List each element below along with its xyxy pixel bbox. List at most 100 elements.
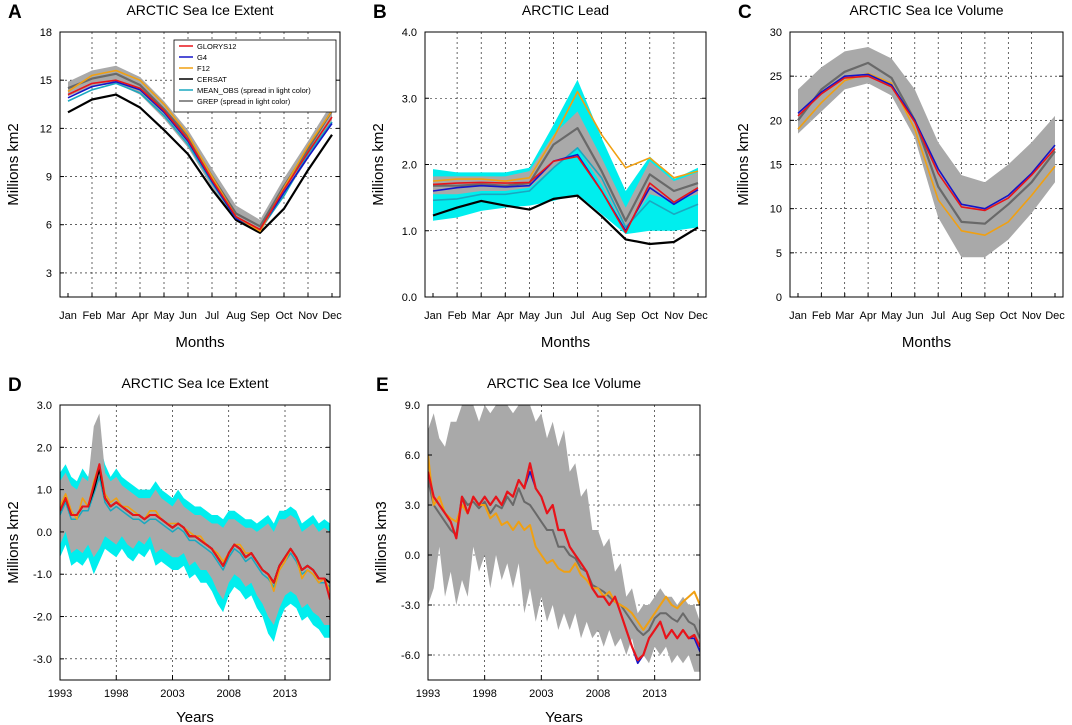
y-tick-label: 3.0 bbox=[402, 93, 417, 105]
x-tick-label: 1993 bbox=[48, 688, 72, 700]
x-tick-label: Feb bbox=[448, 310, 467, 322]
x-tick-label: Dec bbox=[688, 310, 708, 322]
y-tick-label: 0.0 bbox=[405, 550, 420, 562]
y-tick-label: -3.0 bbox=[33, 654, 52, 666]
y-tick-label: 3.0 bbox=[37, 400, 52, 412]
grid bbox=[60, 405, 330, 680]
panel-letter: E bbox=[376, 375, 389, 396]
y-tick-label: 1.0 bbox=[402, 226, 417, 238]
x-tick-label: 2008 bbox=[217, 688, 241, 700]
series-line-f12 bbox=[797, 72, 1056, 236]
y-tick-label: 0.0 bbox=[402, 292, 417, 304]
spread-band bbox=[433, 111, 698, 230]
x-tick-label: Jul bbox=[205, 310, 219, 322]
panel-c: 0 5 10 15 20 25 30 Jan Feb Mar Apr May Jun Jul Aug Sep O… bbox=[735, 2, 1065, 351]
legend-entry-label: G4 bbox=[197, 53, 207, 62]
series-line-glorys12 bbox=[60, 463, 330, 600]
x-tick-label: Oct bbox=[275, 310, 292, 322]
panel-letter: D bbox=[8, 375, 22, 396]
y-tick-label: 3.0 bbox=[405, 500, 420, 512]
x-axis-label: Months bbox=[541, 334, 590, 351]
plot-area bbox=[432, 79, 699, 246]
legend-entry-label: CERSAT bbox=[197, 75, 227, 84]
spread-band bbox=[60, 413, 330, 625]
y-tick-label: 12 bbox=[40, 123, 52, 135]
series-line-glorys12 bbox=[797, 75, 1056, 212]
plot-frame bbox=[59, 404, 331, 681]
x-tick-label: Nov bbox=[664, 310, 684, 322]
series-line-grep bbox=[797, 61, 1056, 225]
x-tick-label: Jan bbox=[59, 310, 77, 322]
y-tick-label: 15 bbox=[40, 75, 52, 87]
series-line-cersat bbox=[67, 93, 333, 234]
x-axis-label: Years bbox=[545, 709, 583, 725]
x-tick-label: Aug bbox=[952, 310, 972, 322]
x-tick-label: Nov bbox=[298, 310, 318, 322]
panel-letter: B bbox=[373, 2, 387, 23]
y-tick-label: -2.0 bbox=[33, 612, 52, 624]
series-line-glorys12 bbox=[67, 79, 333, 231]
x-tick-label: 2003 bbox=[160, 688, 184, 700]
y-tick-label: 10 bbox=[770, 204, 782, 216]
plot-frame bbox=[427, 404, 701, 681]
y-axis-label: Millions km2 bbox=[735, 123, 752, 206]
y-tick-label: -1.0 bbox=[33, 569, 52, 581]
x-tick-label: Apr bbox=[497, 310, 514, 322]
y-tick-label: 9 bbox=[46, 172, 52, 184]
x-tick-label: 2003 bbox=[529, 688, 553, 700]
y-axis-label: Millions km2 bbox=[5, 501, 22, 584]
y-tick-label: 0 bbox=[776, 292, 782, 304]
legend-entry-label: GLORYS12 bbox=[197, 42, 236, 51]
x-tick-label: 1993 bbox=[416, 688, 440, 700]
x-tick-label: 2008 bbox=[586, 688, 610, 700]
plot-area bbox=[60, 413, 330, 642]
legend-entry-label: F12 bbox=[197, 64, 210, 73]
series-line-glorys12 bbox=[428, 462, 700, 662]
panel-letter: A bbox=[8, 2, 22, 23]
panel-title: ARCTIC Sea Ice Volume bbox=[487, 375, 641, 391]
panel-title: ARCTIC Sea Ice Extent bbox=[121, 375, 268, 391]
legend-box bbox=[173, 39, 337, 113]
x-tick-label: Dec bbox=[1045, 310, 1065, 322]
panel-title: ARCTIC Lead bbox=[522, 2, 609, 18]
x-tick-label: Aug bbox=[592, 310, 612, 322]
x-tick-label: Apr bbox=[131, 310, 148, 322]
x-tick-label: May bbox=[519, 310, 540, 322]
y-tick-label: 15 bbox=[770, 160, 782, 172]
x-tick-label: May bbox=[154, 310, 175, 322]
x-tick-label: Jul bbox=[571, 310, 585, 322]
x-tick-label: Sep bbox=[250, 310, 270, 322]
spread-band bbox=[428, 405, 700, 672]
y-tick-label: 9.0 bbox=[405, 400, 420, 412]
plot-frame bbox=[59, 31, 341, 298]
x-tick-label: Sep bbox=[616, 310, 636, 322]
x-tick-label: Jan bbox=[424, 310, 442, 322]
x-tick-label: 2013 bbox=[642, 688, 666, 700]
plot-area bbox=[797, 47, 1056, 258]
legend: GLORYS12 G4 F12 CERSAT MEAN_OBS (spread in l… bbox=[173, 39, 337, 113]
plot-area bbox=[67, 65, 333, 234]
panel-letter: C bbox=[738, 2, 752, 23]
series-line-f12 bbox=[67, 69, 333, 232]
x-tick-label: Sep bbox=[975, 310, 995, 322]
series-line-cersat bbox=[432, 194, 699, 246]
series-line-f12 bbox=[432, 90, 699, 182]
x-axis-label: Months bbox=[902, 334, 951, 351]
x-tick-label: 1998 bbox=[472, 688, 496, 700]
panel-title: ARCTIC Sea Ice Extent bbox=[126, 2, 273, 18]
series-line-g4 bbox=[432, 153, 699, 232]
x-tick-label: Oct bbox=[641, 310, 658, 322]
y-tick-label: 4.0 bbox=[402, 27, 417, 39]
x-tick-label: Feb bbox=[812, 310, 831, 322]
x-axis-label: Months bbox=[175, 334, 224, 351]
y-axis-label: Millions km3 bbox=[373, 501, 390, 584]
y-tick-label: 30 bbox=[770, 27, 782, 39]
y-axis-label: Millions km2 bbox=[5, 123, 22, 206]
x-tick-label: Jun bbox=[179, 310, 197, 322]
x-tick-label: Jun bbox=[545, 310, 563, 322]
legend-entry-label: MEAN_OBS (spread in light color) bbox=[197, 86, 311, 95]
series-line-g4 bbox=[797, 73, 1056, 210]
y-tick-label: 2.0 bbox=[37, 442, 52, 454]
y-axis-label: Millions km2 bbox=[370, 123, 387, 206]
spread-band bbox=[68, 65, 332, 233]
